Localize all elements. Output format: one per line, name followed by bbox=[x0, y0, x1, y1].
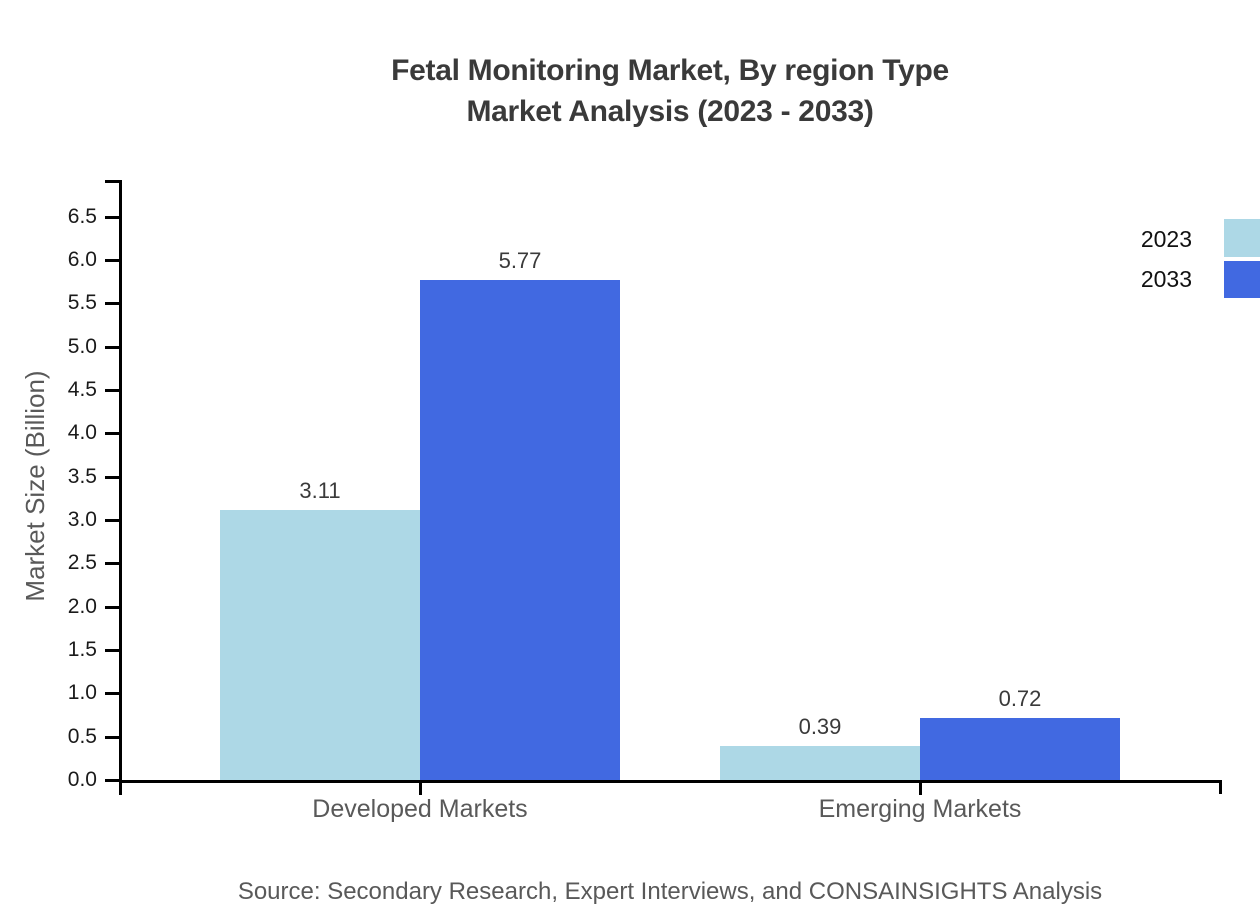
x-tick-label-emerging-markets: Emerging Markets bbox=[818, 795, 1022, 823]
y-tick-label-4.0: 4.0 bbox=[67, 421, 97, 444]
y-tick-mark-5.5 bbox=[105, 302, 120, 305]
chart-title-line-2: Market Analysis (2023 - 2033) bbox=[466, 95, 874, 128]
y-tick-label-0.5: 0.5 bbox=[67, 725, 97, 748]
y-tick-label-2.5: 2.5 bbox=[67, 551, 97, 574]
bar-label-2033-emerging-markets: 0.72 bbox=[998, 686, 1042, 711]
y-tick-mark-2.0 bbox=[105, 606, 120, 609]
y-tick-label-2.0: 2.0 bbox=[67, 595, 97, 618]
y-tick-mark-1.5 bbox=[105, 649, 120, 652]
y-tick-mark-3.5 bbox=[105, 476, 120, 479]
x-tick-label-developed-markets: Developed Markets bbox=[312, 795, 528, 823]
bar-2033-emerging-markets bbox=[920, 718, 1120, 780]
y-tick-mark-6.0 bbox=[105, 259, 120, 262]
y-axis-spine bbox=[119, 180, 122, 795]
bar-label-2023-developed-markets: 3.11 bbox=[299, 478, 341, 503]
y-tick-label-1.5: 1.5 bbox=[67, 638, 97, 661]
y-tick-mark-5.0 bbox=[105, 346, 120, 349]
legend-label-2023: 2023 bbox=[1140, 226, 1192, 252]
y-tick-label-3.5: 3.5 bbox=[67, 465, 97, 488]
bar-2033-developed-markets bbox=[420, 280, 620, 780]
y-tick-label-3.0: 3.0 bbox=[67, 508, 97, 531]
bar-2023-developed-markets bbox=[220, 510, 420, 780]
y-tick-mark-2.5 bbox=[105, 562, 120, 565]
y-tick-mark-1.0 bbox=[105, 692, 120, 695]
y-tick-label-5.0: 5.0 bbox=[67, 335, 97, 358]
x-tick-mark-emerging-markets bbox=[919, 783, 922, 795]
y-tick-label-4.5: 4.5 bbox=[67, 378, 97, 401]
y-axis-top-cap bbox=[105, 180, 120, 183]
y-tick-mark-4.0 bbox=[105, 432, 120, 435]
y-tick-mark-0.0 bbox=[105, 779, 120, 782]
bar-2023-emerging-markets bbox=[720, 746, 920, 780]
bar-label-2033-developed-markets: 5.77 bbox=[498, 248, 542, 273]
y-tick-label-5.5: 5.5 bbox=[67, 291, 97, 314]
x-axis-right-cap bbox=[1219, 780, 1222, 794]
x-axis-spine bbox=[119, 780, 1222, 783]
y-tick-label-0.0: 0.0 bbox=[67, 768, 97, 791]
x-tick-mark-developed-markets bbox=[419, 783, 422, 795]
chart-title-line-1: Fetal Monitoring Market, By region Type bbox=[391, 54, 949, 87]
source-attribution: Source: Secondary Research, Expert Inter… bbox=[237, 878, 1103, 905]
y-tick-mark-4.5 bbox=[105, 389, 120, 392]
y-tick-label-1.0: 1.0 bbox=[67, 681, 97, 704]
y-tick-mark-3.0 bbox=[105, 519, 120, 522]
y-tick-label-6.5: 6.5 bbox=[67, 205, 97, 228]
y-tick-mark-0.5 bbox=[105, 736, 120, 739]
bar-label-2023-emerging-markets: 0.39 bbox=[798, 714, 842, 739]
legend-label-2033: 2033 bbox=[1140, 266, 1192, 292]
legend-swatch-2023 bbox=[1224, 219, 1260, 257]
y-tick-mark-6.5 bbox=[105, 216, 120, 219]
y-tick-label-6.0: 6.0 bbox=[67, 248, 97, 271]
chart-title: Fetal Monitoring Market, By region Type … bbox=[40, 50, 1260, 132]
legend-swatch-2033 bbox=[1224, 261, 1260, 298]
